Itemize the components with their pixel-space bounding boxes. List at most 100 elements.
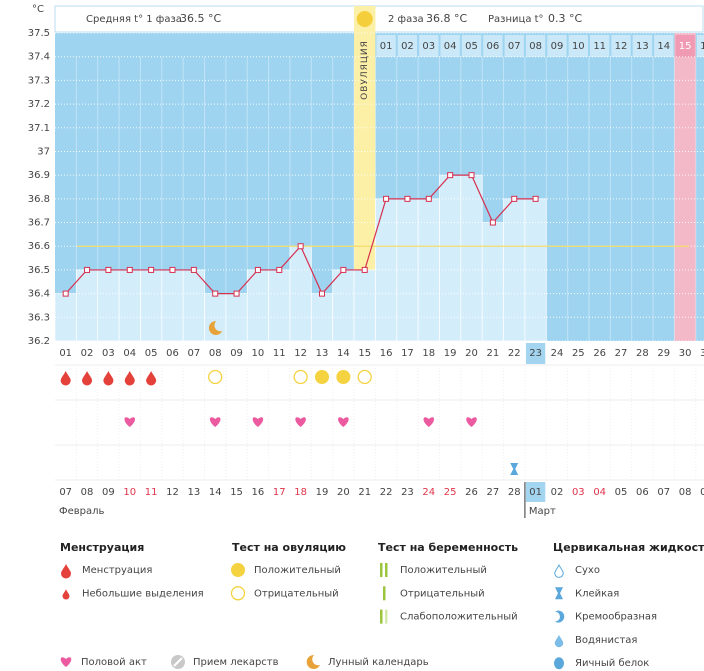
temperature-point	[404, 195, 411, 202]
day-label: 13	[316, 348, 329, 359]
phase2-day-label: 12	[615, 41, 628, 52]
temperature-point	[532, 195, 539, 202]
phase2-day-cell	[696, 35, 704, 57]
day-label: 06	[166, 348, 179, 359]
drop-icon	[146, 371, 157, 386]
phase2-day-label: 04	[444, 41, 457, 52]
legend-title: Тест на овуляцию	[232, 541, 346, 554]
day-label: 25	[572, 348, 585, 359]
y-tick-label: 36.4	[28, 289, 50, 300]
egg-white-icon	[554, 657, 564, 670]
phase1-value: 36.5 °C	[180, 12, 221, 25]
temperature-point	[511, 195, 518, 202]
unit: °C	[32, 4, 44, 15]
date-label: 28	[508, 487, 521, 498]
date-label: 09	[700, 487, 704, 498]
legend-label: Яичный белок	[575, 658, 649, 669]
heart-icon	[338, 417, 349, 427]
temperature-point	[254, 266, 261, 273]
test-negative-icon	[357, 369, 372, 385]
date-label: 22	[380, 487, 393, 498]
phase2-day-cell	[483, 35, 503, 57]
temperature-bar	[97, 269, 120, 342]
y-tick-label: 36.8	[28, 194, 50, 205]
temperature-point	[84, 266, 91, 273]
day-label: 03	[102, 348, 115, 359]
temperature-bar	[161, 269, 184, 342]
day-label: 05	[145, 348, 158, 359]
legend-label: Прием лекарств	[193, 657, 279, 668]
date-label: 13	[187, 487, 200, 498]
legend-label: Положительный	[400, 565, 487, 576]
small-drop-icon	[62, 589, 70, 600]
legend-label: Отрицательный	[400, 588, 485, 599]
day-label: 30	[679, 348, 692, 359]
date-label: 11	[145, 487, 158, 498]
temperature-bar	[268, 269, 291, 342]
day-label: 09	[230, 348, 243, 359]
y-tick-label: 37.1	[28, 123, 50, 134]
date-label: 03	[572, 487, 585, 498]
phase2-day-cell	[376, 35, 396, 57]
drop-icon	[124, 371, 135, 386]
temperature-point	[489, 219, 496, 226]
moon-icon	[306, 654, 320, 669]
temperature-point	[233, 290, 240, 297]
day-label: 16	[380, 348, 393, 359]
temperature-bar	[246, 269, 269, 342]
date-label: 16	[252, 487, 265, 498]
ovulation-label: ОВУЛЯЦИЯ	[360, 40, 370, 100]
phase2-day-label: 08	[529, 41, 542, 52]
phase2-day-cell	[590, 35, 610, 57]
legend-label: Положительный	[254, 565, 341, 576]
legend-label: Небольшие выделения	[82, 588, 204, 599]
day-label: 08	[209, 348, 222, 359]
drop-icon	[103, 371, 114, 386]
test-negative-icon	[293, 369, 308, 385]
date-label: 08	[81, 487, 94, 498]
day-label: 20	[465, 348, 478, 359]
temperature-bar	[353, 269, 376, 342]
diff-value: 0.3 °C	[548, 12, 582, 25]
phase2-day-label: 14	[657, 41, 670, 52]
test-negative-icon	[208, 369, 223, 385]
day-label: 26	[593, 348, 606, 359]
temperature-point	[319, 290, 325, 297]
date-label: 15	[230, 487, 243, 498]
test-positive-icon	[315, 370, 329, 384]
day-label: 15	[358, 348, 371, 359]
temperature-point	[169, 266, 176, 273]
drop-icon	[82, 371, 93, 386]
heart-icon	[124, 417, 136, 427]
day-label: 10	[252, 348, 265, 359]
day-label: 18	[422, 348, 435, 359]
date-label: 26	[465, 487, 478, 498]
day-label: 22	[508, 348, 521, 359]
heart-icon	[295, 417, 306, 427]
day-label: 07	[187, 348, 200, 359]
legend-label: Кремообразная	[575, 612, 657, 623]
phase2-day-label: 06	[487, 41, 500, 52]
day-label: 23	[529, 348, 542, 359]
temperature-point	[105, 266, 112, 273]
ovulation-marker	[356, 11, 373, 27]
bar-icon	[385, 563, 388, 577]
temperature-bar	[439, 174, 462, 342]
day-label: 14	[337, 348, 350, 359]
temperature-point	[340, 266, 347, 273]
drop-icon	[61, 564, 71, 579]
date-label: 07	[657, 487, 670, 498]
day-label: 17	[401, 348, 414, 359]
temperature-point	[361, 266, 368, 273]
date-label: 24	[422, 487, 435, 498]
phase2-day-label: 09	[551, 41, 564, 52]
legend-label: Отрицательный	[254, 588, 339, 599]
watery-icon	[554, 634, 564, 648]
date-label: 21	[358, 487, 371, 498]
legend-label: Сухо	[575, 565, 600, 576]
drop-icon	[60, 371, 71, 386]
temperature-point	[468, 172, 475, 179]
header-bar	[54, 5, 704, 33]
phase2-day-cell	[461, 35, 482, 57]
phase2-day-label: 16	[700, 41, 704, 52]
